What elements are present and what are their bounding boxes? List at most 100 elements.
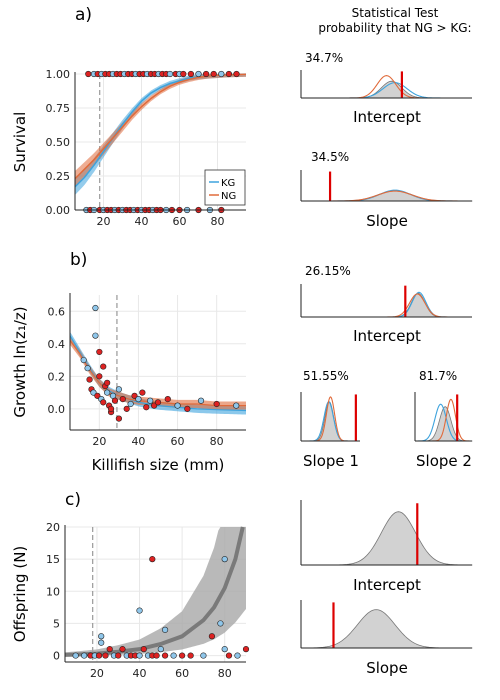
growth-point-15 xyxy=(111,397,119,404)
growth-point-32 xyxy=(233,402,240,409)
growth-point-33 xyxy=(92,332,99,339)
growth-point-28 xyxy=(174,402,181,409)
growth-point-22 xyxy=(139,389,146,396)
line-ng xyxy=(74,73,247,180)
pct-b-intercept: 26.15% xyxy=(305,264,351,278)
growth-point-17 xyxy=(119,395,126,403)
offspring-point-30 xyxy=(242,646,250,653)
growth-point-1 xyxy=(84,365,91,372)
label-a-slope: Slope xyxy=(366,212,408,230)
survival-plot: 20 40 60 80 0.00 0.25 0.50 0.75 1.00 Survival KG… xyxy=(11,68,247,228)
label-c-slope: Slope xyxy=(366,659,408,677)
survived-point-21 xyxy=(166,70,174,78)
survival-axes: 20 40 60 80 0.00 0.25 0.50 0.75 1.00 xyxy=(46,68,246,228)
survived-point-29 xyxy=(218,70,225,78)
offspring-point-34 xyxy=(161,626,169,633)
offspring-plot: 20 40 60 80 0 5 10 15 20 Offspring (N) xyxy=(11,521,250,680)
offspring-point-9 xyxy=(115,652,122,659)
growth-point-7 xyxy=(96,373,103,380)
offspring-point-24 xyxy=(200,652,207,659)
growth-axes: 20 40 60 80 0.0 0.2 0.4 0.6 xyxy=(48,293,246,448)
pct-a-intercept: 34.7% xyxy=(305,51,343,65)
pct-a-slope: 34.5% xyxy=(311,150,349,164)
density-fill xyxy=(301,80,472,99)
y-tick-label-4: 20 xyxy=(46,521,60,534)
x-tick-label-3: 80 xyxy=(210,435,224,448)
pct-b-slope1: 51.55% xyxy=(303,369,349,383)
legend-kg-label: KG xyxy=(221,178,235,189)
offspring-point-7 xyxy=(106,646,113,653)
survived-point-27 xyxy=(203,70,210,78)
posterior-b-slope1: 51.55% Slope 1 xyxy=(300,369,360,470)
y-tick-label-1: 5 xyxy=(53,617,60,630)
growth-point-4 xyxy=(90,389,97,396)
pct-b-slope2: 81.7% xyxy=(419,369,457,383)
density-fill xyxy=(415,406,473,442)
offspring-point-31 xyxy=(149,556,156,563)
offspring-point-18 xyxy=(153,652,160,659)
label-b-slope1: Slope 1 xyxy=(303,452,359,470)
growth-point-18 xyxy=(123,405,130,412)
offspring-point-6 xyxy=(102,652,109,659)
label-c-intercept: Intercept xyxy=(353,576,421,594)
offspring-point-33 xyxy=(136,607,143,614)
offspring-point-19 xyxy=(157,646,164,653)
x-tick-label-0: 20 xyxy=(90,667,104,680)
growth-point-20 xyxy=(131,392,138,399)
panel-label-b: b) xyxy=(70,250,87,270)
offspring-point-10 xyxy=(119,646,126,653)
y-tick-label-0: 0.00 xyxy=(46,204,71,217)
offspring-point-25 xyxy=(208,633,216,640)
offspring-point-15 xyxy=(140,646,147,653)
density-curve-1 xyxy=(301,293,472,318)
offspring-point-22 xyxy=(179,652,186,659)
growth-point-23 xyxy=(143,404,150,411)
offspring-point-5 xyxy=(98,639,105,646)
x-tick-label-2: 60 xyxy=(171,435,185,448)
density-curve-0 xyxy=(301,291,472,318)
y-tick-label-2: 0.50 xyxy=(46,136,71,149)
growth-point-2 xyxy=(86,376,93,383)
growth-point-6 xyxy=(94,392,101,399)
growth-point-24 xyxy=(147,397,154,404)
header-line1: Statistical Test xyxy=(352,6,439,20)
survival-lines xyxy=(74,73,247,188)
y-tick-label-3: 0.6 xyxy=(48,305,66,318)
growth-point-29 xyxy=(184,405,191,412)
y-tick-label-0: 0.0 xyxy=(48,403,66,416)
offspring-point-29 xyxy=(234,652,241,659)
density-fill xyxy=(301,511,473,566)
survived-point-28 xyxy=(210,70,217,78)
growth-point-34 xyxy=(96,348,103,356)
x-tick-label-3: 80 xyxy=(218,667,232,680)
label-a-intercept: Intercept xyxy=(353,108,421,126)
survived-point-30 xyxy=(225,70,232,78)
y-tick-label-3: 0.75 xyxy=(46,102,71,115)
y-tick-label-4: 1.00 xyxy=(46,68,71,81)
offspring-point-32 xyxy=(221,556,228,563)
offspring-point-26 xyxy=(217,620,224,627)
offspring-point-21 xyxy=(170,652,177,659)
offspring-axes: 20 40 60 80 0 5 10 15 20 xyxy=(46,521,246,680)
offspring-point-1 xyxy=(81,652,88,659)
x-tick-label-2: 60 xyxy=(175,667,189,680)
growth-point-25 xyxy=(150,402,158,409)
density-fill xyxy=(300,609,472,649)
growth-point-21 xyxy=(135,395,142,403)
y-tick-label-2: 0.4 xyxy=(48,338,66,351)
growth-plot: 20 40 60 80 0.0 0.2 0.4 0.6 Growth ln(z₁/z) Kil… xyxy=(11,293,247,474)
header-line2: probability that NG > KG: xyxy=(318,21,471,35)
survived-point-26 xyxy=(195,70,202,78)
y-tick-label-1: 0.2 xyxy=(48,370,66,383)
offspring-point-35 xyxy=(98,633,105,640)
x-tick-label-1: 40 xyxy=(133,667,147,680)
density-fill xyxy=(301,293,472,318)
growth-points xyxy=(80,304,240,422)
offspring-point-23 xyxy=(187,652,194,659)
growth-point-9 xyxy=(100,399,107,406)
x-tick-label-2: 60 xyxy=(173,215,187,228)
offspring-point-20 xyxy=(161,652,169,659)
x-tick-label-1: 40 xyxy=(135,215,149,228)
density-fill xyxy=(301,401,360,442)
band-ng xyxy=(70,336,246,410)
